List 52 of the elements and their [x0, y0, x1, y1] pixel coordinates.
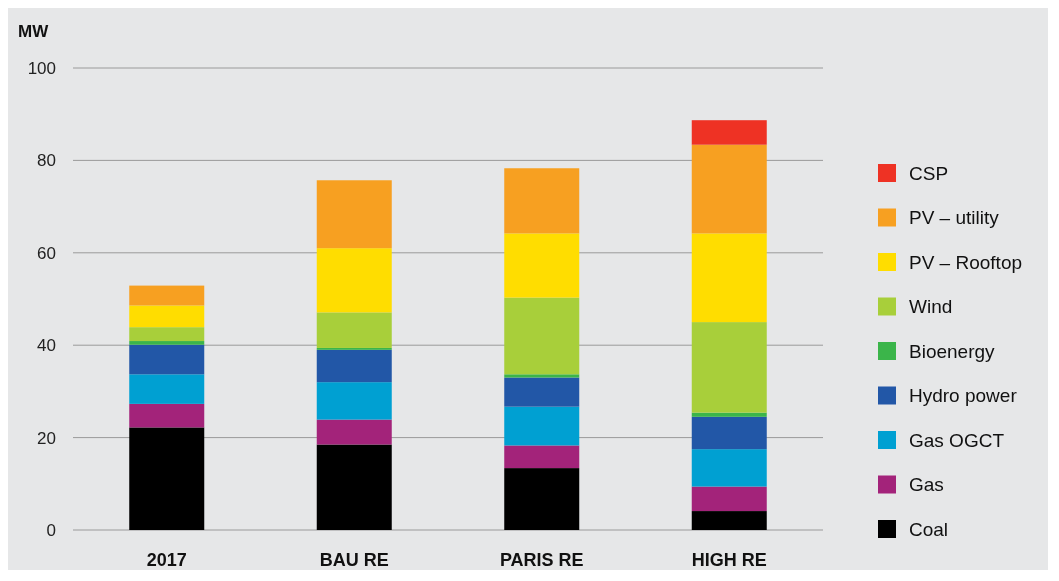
bar	[504, 233, 580, 298]
bar	[316, 382, 392, 420]
x-tick-label: BAU RE	[319, 550, 389, 570]
bar	[691, 144, 767, 234]
legend-label: Coal	[909, 518, 949, 540]
bar	[316, 180, 392, 249]
y-tick-label: 100	[27, 58, 56, 78]
y-tick-label: 60	[37, 243, 56, 263]
bar	[691, 322, 767, 413]
bar	[691, 486, 767, 512]
bar	[504, 468, 580, 530]
bar	[316, 312, 392, 348]
bar	[316, 248, 392, 313]
bar	[691, 449, 767, 487]
bar	[504, 168, 580, 234]
legend-label: Hydro power	[909, 385, 1018, 407]
legend-label: Wind	[909, 296, 953, 318]
bar	[691, 412, 767, 417]
bar	[316, 444, 392, 530]
bar	[504, 297, 580, 375]
y-axis-title: MW	[18, 22, 50, 41]
y-tick-label: 40	[37, 336, 56, 356]
x-tick-label: 2017	[146, 550, 187, 570]
legend-label: PV – utility	[909, 207, 1000, 229]
legend-label: CSP	[909, 162, 949, 184]
legend-label: Gas OGCT	[909, 429, 1005, 451]
bar	[316, 419, 392, 445]
bar	[129, 374, 205, 404]
bar	[129, 341, 205, 345]
y-tick-label: 80	[37, 151, 56, 171]
y-tick-label: 20	[37, 428, 56, 448]
bar	[129, 285, 205, 306]
legend-label: Gas	[909, 474, 944, 496]
bar	[129, 327, 205, 342]
bar	[691, 416, 767, 450]
legend-label: PV – Rooftop	[909, 251, 1023, 273]
bar	[504, 377, 580, 407]
bar	[504, 445, 580, 469]
bar	[316, 349, 392, 383]
x-tick-label: PARIS RE	[499, 550, 584, 570]
bar	[129, 305, 205, 328]
bar	[129, 344, 205, 375]
bar	[691, 233, 767, 323]
y-tick-label: 0	[46, 520, 56, 540]
bar	[504, 374, 580, 378]
x-tick-label: HIGH RE	[691, 550, 767, 570]
bar	[691, 120, 767, 145]
bar	[504, 406, 580, 446]
bar	[129, 403, 205, 428]
bar	[691, 511, 767, 530]
bar	[129, 427, 205, 530]
legend-label: Bioenergy	[909, 340, 996, 362]
